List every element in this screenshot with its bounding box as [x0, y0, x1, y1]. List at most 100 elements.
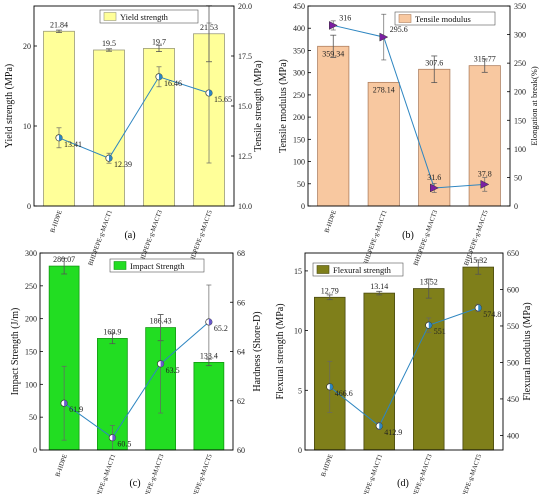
y-axis-title: Tensile modulus (MPa) — [278, 59, 289, 153]
y-tick-label: 100 — [293, 158, 305, 167]
line-value-label: 37.8 — [478, 169, 492, 178]
y-tick-label: 400 — [293, 24, 305, 33]
y2-tick-label: 60 — [237, 446, 245, 455]
y2-tick-label: 550 — [507, 322, 519, 331]
y-tick-label: 100 — [25, 380, 37, 389]
line-value-label: 15.65 — [214, 95, 232, 104]
line-marker — [208, 318, 213, 326]
x-tick-label: BHDPEPE-g-MACT5 — [457, 453, 484, 494]
y2-tick-label: 450 — [507, 395, 519, 404]
bar-value-label: 280.07 — [53, 255, 75, 264]
chart-panel-3: 280.07169.9186.43133.461.960.563.565.205… — [10, 249, 263, 494]
y-tick-label: 10 — [294, 327, 302, 336]
y-axis-title: Yield strength (MPa) — [4, 64, 15, 148]
y2-tick-label: 600 — [507, 285, 519, 294]
bar-value-label: 359.34 — [322, 49, 344, 58]
legend: Impact Strength — [109, 258, 205, 273]
y-tick-label: 350 — [293, 46, 305, 55]
legend-entry: Flexural strength — [333, 265, 392, 275]
line-series — [58, 76, 210, 159]
line-value-label: 574.8 — [483, 310, 501, 319]
panel-label: (d) — [397, 478, 409, 489]
y-tick-label: 5 — [298, 386, 302, 395]
legend-entry: Yield strength — [120, 12, 169, 22]
bar — [367, 81, 400, 207]
y-axis-title: Impact Strength (J/m) — [10, 308, 21, 396]
legend: Flexural strength — [312, 262, 404, 277]
y2-tick-label: 250 — [514, 59, 526, 68]
bar-value-label: 19.7 — [152, 37, 166, 46]
bar-value-label: 13.52 — [420, 278, 438, 287]
line-value-label: 65.2 — [214, 324, 228, 333]
y2-tick-label: 66 — [237, 298, 245, 307]
bar — [93, 49, 125, 207]
line-marker — [59, 134, 63, 141]
legend: Tensile modulus — [394, 11, 496, 26]
y-tick-label: 150 — [293, 135, 305, 144]
line-marker — [329, 383, 333, 391]
line-marker — [160, 360, 164, 368]
bar-value-label: 15.32 — [469, 256, 487, 265]
y2-axis-title: Elongation at break(%) — [529, 66, 539, 145]
bar-value-label: 169.9 — [103, 327, 121, 336]
y2-tick-label: 650 — [507, 249, 519, 258]
y2-axis-title: Flexural modulus (MPa) — [522, 302, 533, 400]
y2-axis-title: Tensile strength (MPa) — [253, 60, 264, 152]
y-tick-label: 250 — [25, 282, 37, 291]
bar — [317, 45, 350, 207]
line-marker — [329, 21, 338, 30]
x-tick-label: BHDPEPE-g-MACT5 — [187, 453, 214, 494]
line-marker — [379, 422, 383, 430]
x-tick-label: B-HDPE — [324, 209, 339, 233]
y2-tick-label: 150 — [514, 116, 526, 125]
line-value-label: 63.5 — [166, 366, 180, 375]
y-tick-label: 20 — [23, 42, 31, 51]
line-value-label: 12.39 — [114, 160, 132, 169]
bar — [43, 30, 75, 207]
bar-value-label: 307.6 — [425, 58, 443, 67]
y-tick-label: 300 — [293, 69, 305, 78]
y2-tick-label: 17.5 — [238, 52, 252, 61]
line-marker — [480, 179, 490, 189]
line-marker — [209, 89, 213, 97]
plot-frame — [304, 252, 504, 451]
y2-tick-label: 100 — [514, 145, 526, 154]
line-value-label: 31.6 — [427, 173, 441, 182]
legend-swatch — [316, 265, 330, 274]
y-tick-label: 50 — [29, 413, 37, 422]
legend-entry: Impact Strength — [130, 261, 185, 271]
line-marker — [112, 434, 116, 441]
line-marker — [478, 304, 482, 312]
legend-box — [312, 262, 404, 277]
y-tick-label: 250 — [293, 91, 305, 100]
y-tick-label: 450 — [293, 2, 305, 11]
y2-tick-label: 12.5 — [238, 152, 252, 161]
line-marker — [64, 400, 68, 407]
panel-label: (a) — [124, 230, 135, 241]
bar-value-label: 13.14 — [370, 282, 388, 291]
plot-frame — [307, 5, 511, 207]
bar-value-label: 315.77 — [474, 55, 496, 64]
bar — [413, 288, 445, 451]
x-tick-label: B-HDPE — [49, 209, 64, 233]
x-tick-label: BHDPEPE-g-MACT3 — [407, 453, 434, 494]
bar-value-label: 21.84 — [50, 20, 68, 29]
y-tick-label: 200 — [293, 113, 305, 122]
y-tick-label: 0 — [33, 446, 37, 455]
bar — [193, 362, 225, 451]
legend-box — [109, 258, 205, 273]
y2-tick-label: 62 — [237, 397, 245, 406]
line-value-label: 295.6 — [390, 25, 408, 34]
y2-axis-title: Hardness (Shore-D) — [252, 311, 263, 391]
legend-entry: Tensile modulus — [415, 14, 471, 24]
y2-tick-label: 500 — [507, 358, 519, 367]
y2-tick-label: 64 — [237, 348, 245, 357]
y-tick-label: 50 — [297, 180, 305, 189]
panel-label: (b) — [402, 230, 414, 241]
x-tick-label: BHDPEPE-g-MACT1 — [358, 453, 385, 494]
line-value-label: 60.5 — [117, 440, 131, 449]
x-tick-label: BHDPEPE-g-MACT3 — [413, 209, 440, 266]
